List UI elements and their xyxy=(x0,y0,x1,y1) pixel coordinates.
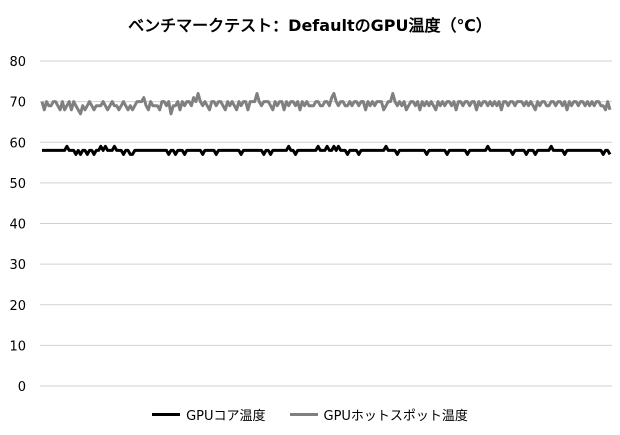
y-tick-label: 70 xyxy=(9,96,26,111)
y-tick-label: 60 xyxy=(9,136,26,151)
chart-title: ベンチマークテスト：DefaultのGPU温度（℃） xyxy=(128,16,492,35)
y-tick-label: 20 xyxy=(9,299,26,314)
series-line-1 xyxy=(40,92,612,116)
chart-legend: GPUコア温度 GPUホットスポット温度 xyxy=(0,405,620,424)
legend-label-core: GPUコア温度 xyxy=(186,409,266,424)
y-tick-label: 40 xyxy=(9,218,26,233)
legend-item-core: GPUコア温度 xyxy=(152,405,266,424)
y-tick-label: 50 xyxy=(9,177,26,192)
y-tick-label: 30 xyxy=(9,258,26,273)
legend-swatch-hotspot xyxy=(289,413,318,416)
legend-label-hotspot: GPUホットスポット温度 xyxy=(323,409,468,424)
y-tick-label: 0 xyxy=(18,380,26,395)
y-tick-label: 10 xyxy=(9,339,26,354)
series-line-0 xyxy=(42,144,612,156)
legend-item-hotspot: GPUホットスポット温度 xyxy=(289,405,468,424)
y-tick-label: 80 xyxy=(9,55,26,70)
legend-swatch-core xyxy=(152,413,181,416)
